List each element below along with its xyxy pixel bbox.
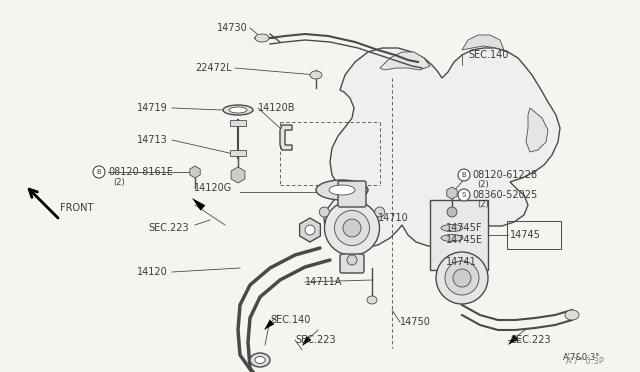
- Circle shape: [458, 189, 470, 201]
- Ellipse shape: [229, 107, 247, 113]
- Polygon shape: [526, 108, 548, 152]
- Ellipse shape: [324, 201, 380, 256]
- Ellipse shape: [343, 219, 361, 237]
- Text: 14745F: 14745F: [446, 223, 483, 233]
- Ellipse shape: [310, 71, 322, 79]
- Ellipse shape: [316, 180, 368, 200]
- Polygon shape: [302, 336, 312, 346]
- Polygon shape: [508, 335, 518, 345]
- Text: 14120B: 14120B: [258, 103, 296, 113]
- Text: 14713: 14713: [137, 135, 168, 145]
- Text: SEC.223: SEC.223: [295, 335, 335, 345]
- Polygon shape: [192, 198, 205, 211]
- Polygon shape: [324, 48, 560, 248]
- Text: 14719: 14719: [137, 103, 168, 113]
- Text: S: S: [462, 192, 466, 198]
- Ellipse shape: [250, 353, 270, 367]
- Text: SEC.140: SEC.140: [270, 315, 310, 325]
- Text: 14741: 14741: [446, 257, 477, 267]
- FancyBboxPatch shape: [340, 254, 364, 273]
- Text: (2): (2): [113, 177, 125, 186]
- Text: 14750: 14750: [400, 317, 431, 327]
- Ellipse shape: [335, 211, 369, 246]
- Text: (2): (2): [477, 180, 489, 189]
- Text: 14745E: 14745E: [446, 235, 483, 245]
- Text: (2): (2): [477, 201, 489, 209]
- Ellipse shape: [223, 105, 253, 115]
- Bar: [230, 150, 246, 156]
- Ellipse shape: [565, 310, 579, 320]
- Text: 14745: 14745: [510, 230, 541, 240]
- Circle shape: [374, 207, 385, 217]
- Text: 14730: 14730: [217, 23, 248, 33]
- Text: 08120-61228: 08120-61228: [472, 170, 537, 180]
- Text: SEC.223: SEC.223: [148, 223, 189, 233]
- Polygon shape: [280, 125, 292, 150]
- Polygon shape: [264, 320, 275, 330]
- Ellipse shape: [436, 252, 488, 304]
- Text: SEC.223: SEC.223: [510, 335, 550, 345]
- Text: B: B: [97, 169, 101, 175]
- Ellipse shape: [445, 261, 479, 295]
- Ellipse shape: [255, 356, 265, 363]
- Circle shape: [458, 169, 470, 181]
- Circle shape: [93, 166, 105, 178]
- FancyBboxPatch shape: [430, 200, 488, 270]
- Ellipse shape: [255, 34, 269, 42]
- Text: SEC.140: SEC.140: [468, 50, 508, 60]
- FancyBboxPatch shape: [338, 181, 366, 207]
- Bar: [230, 120, 246, 126]
- Polygon shape: [380, 52, 430, 70]
- Text: 14711A: 14711A: [305, 277, 342, 287]
- Ellipse shape: [441, 234, 463, 241]
- Ellipse shape: [453, 269, 471, 287]
- Polygon shape: [462, 35, 504, 50]
- Text: 14710: 14710: [378, 213, 409, 223]
- Circle shape: [305, 225, 315, 235]
- Ellipse shape: [441, 224, 463, 231]
- Circle shape: [347, 255, 357, 265]
- Text: 08360-52025: 08360-52025: [472, 190, 537, 200]
- Ellipse shape: [367, 296, 377, 304]
- Circle shape: [447, 207, 457, 217]
- Text: 08120-8161E: 08120-8161E: [108, 167, 173, 177]
- Ellipse shape: [329, 185, 355, 195]
- Text: B: B: [461, 172, 467, 178]
- Text: FRONT: FRONT: [60, 203, 93, 213]
- Circle shape: [319, 207, 330, 217]
- Text: 14120G: 14120G: [194, 183, 232, 193]
- Text: A'7^0:3P: A'7^0:3P: [566, 357, 605, 366]
- Text: A'7&0:3°: A'7&0:3°: [563, 353, 600, 362]
- Text: 22472L: 22472L: [195, 63, 232, 73]
- Text: 14120: 14120: [137, 267, 168, 277]
